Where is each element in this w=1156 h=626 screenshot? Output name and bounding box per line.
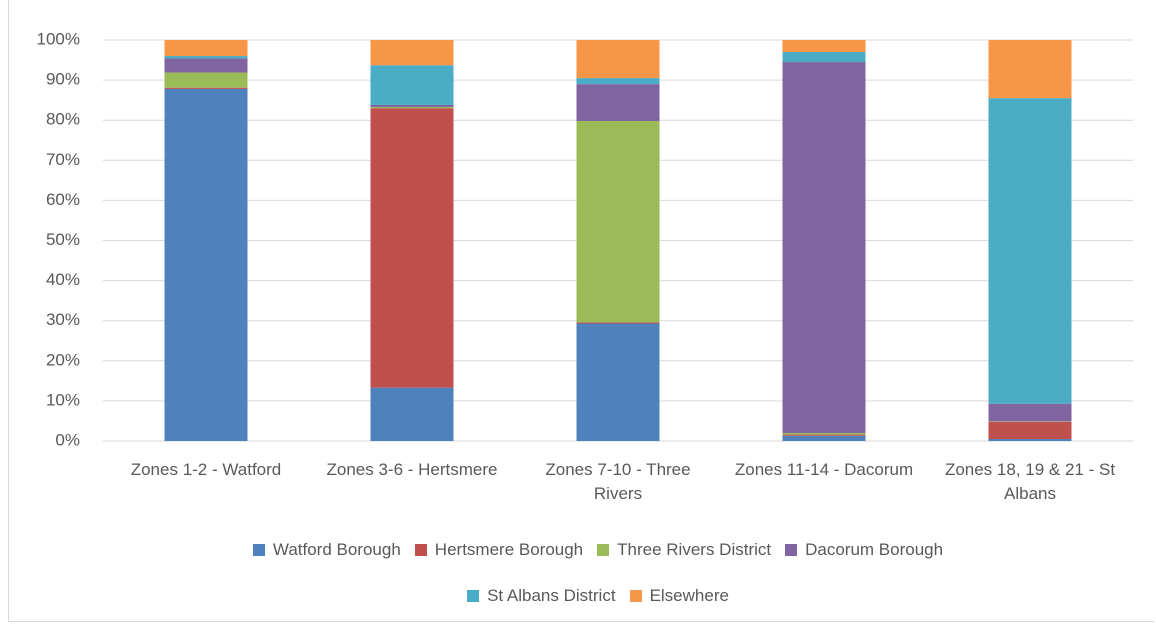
bar-segment — [370, 108, 454, 388]
bar-segment — [782, 434, 866, 436]
legend-swatch — [252, 544, 265, 556]
legend-swatch — [629, 590, 642, 602]
y-tick-label: 40% — [46, 270, 80, 289]
chart-frame — [8, 0, 1154, 622]
legend-swatch — [597, 544, 610, 556]
bar-segment — [988, 98, 1072, 404]
legend-label: Watford Borough — [272, 540, 401, 559]
bar-segment — [576, 322, 660, 324]
legend-item: Elsewhere — [629, 584, 729, 608]
y-tick-label: 50% — [46, 230, 80, 249]
bar-segment — [370, 106, 454, 109]
x-tick-label: Zones 3-6 - Hertsmere — [326, 460, 498, 479]
bar-segment — [576, 78, 660, 85]
bar-segment — [576, 121, 660, 323]
y-tick-label: 80% — [46, 110, 80, 129]
x-tick-label: Zones 7-10 - Three Rivers — [545, 460, 691, 503]
legend-item: Dacorum Borough — [785, 538, 943, 562]
legend-swatch — [414, 544, 427, 556]
bar-segment — [988, 403, 1072, 422]
x-tick-label: Zones 11-14 - Dacorum — [734, 460, 914, 479]
legend-label: Hertsmere Borough — [434, 540, 584, 559]
y-tick-label: 100% — [37, 29, 80, 48]
bar-segment — [370, 65, 454, 105]
legend-label: Three Rivers District — [617, 540, 772, 559]
bar-segment — [164, 56, 248, 59]
bar-segment — [164, 58, 248, 73]
legend-item: Three Rivers District — [597, 538, 771, 562]
y-tick-label: 70% — [46, 150, 80, 169]
y-tick-label: 30% — [46, 310, 80, 329]
legend-label: Elsewhere — [649, 586, 729, 605]
bar-segment — [576, 84, 660, 122]
y-tick-label: 90% — [46, 70, 80, 89]
legend: Watford Borough Hertsmere Borough Three Ri… — [248, 538, 948, 608]
bar-segment — [576, 40, 660, 79]
legend-item: St Albans District — [467, 584, 616, 608]
legend-label: St Albans District — [487, 586, 616, 605]
bar-segment — [988, 421, 1072, 439]
bar-segment — [782, 40, 866, 53]
bar-segment — [370, 40, 454, 66]
legend-swatch — [785, 544, 798, 556]
bar-segment — [782, 435, 866, 441]
bar-segment — [988, 40, 1072, 99]
bar-segment — [164, 72, 248, 88]
bar-segment — [988, 438, 1072, 441]
y-tick-label: 60% — [46, 190, 80, 209]
x-tick-label: Zones 18, 19 & 21 - St Albans — [944, 460, 1116, 503]
bar-segment — [576, 323, 660, 441]
bar-segment — [370, 387, 454, 441]
bar-segment — [782, 62, 866, 433]
y-tick-label: 20% — [46, 350, 80, 369]
legend-label: Dacorum Borough — [805, 540, 944, 559]
bar-segment — [370, 104, 454, 107]
x-tick-label: Zones 1-2 - Watford — [130, 460, 282, 479]
bar-segment — [164, 87, 248, 89]
legend-swatch — [467, 590, 480, 602]
bar-segment — [782, 52, 866, 63]
y-tick-label: 10% — [46, 390, 80, 409]
bar-segment — [782, 432, 866, 435]
y-tick-label: 0% — [55, 430, 80, 449]
legend-item: Hertsmere Borough — [414, 538, 584, 562]
legend-item: Watford Borough — [252, 538, 401, 562]
bar-segment — [164, 88, 248, 441]
bar-segment — [164, 40, 248, 57]
